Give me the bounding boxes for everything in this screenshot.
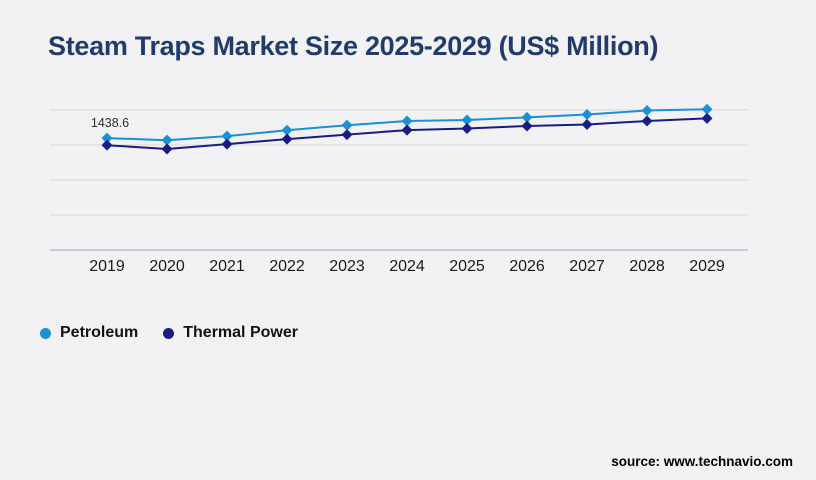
series-markers-petroleum [101, 103, 713, 146]
legend-label-petroleum: Petroleum [60, 324, 139, 341]
svg-text:2019: 2019 [89, 258, 125, 275]
svg-text:2024: 2024 [389, 258, 425, 275]
source-attribution: source: www.technavio.com [611, 454, 793, 469]
legend-item-thermal-power: Thermal Power [163, 324, 298, 342]
svg-text:2028: 2028 [629, 258, 665, 275]
svg-text:2022: 2022 [269, 258, 305, 275]
x-axis-labels: 2019 2020 2021 2022 2023 2024 2025 2026 2027 2028… [89, 258, 725, 275]
svg-text:2020: 2020 [149, 258, 185, 275]
series-markers-thermal-power [101, 112, 713, 155]
chart-title: Steam Traps Market Size 2025-2029 (US$ M… [48, 31, 659, 62]
chart-legend: Petroleum Thermal Power [40, 324, 298, 342]
svg-text:2023: 2023 [329, 258, 365, 275]
horizontal-gridlines [50, 109, 748, 216]
legend-item-petroleum: Petroleum [40, 324, 138, 342]
thermal-power-series-marker-icon [163, 327, 175, 339]
svg-text:2029: 2029 [689, 258, 725, 275]
svg-text:2021: 2021 [209, 258, 245, 275]
svg-text:2027: 2027 [569, 258, 605, 275]
legend-label-thermal-power: Thermal Power [183, 324, 298, 341]
svg-text:2026: 2026 [509, 258, 545, 275]
data-label: 1438.6 [91, 116, 129, 130]
petroleum-series-marker-icon [40, 327, 51, 339]
svg-text:2025: 2025 [449, 258, 485, 275]
